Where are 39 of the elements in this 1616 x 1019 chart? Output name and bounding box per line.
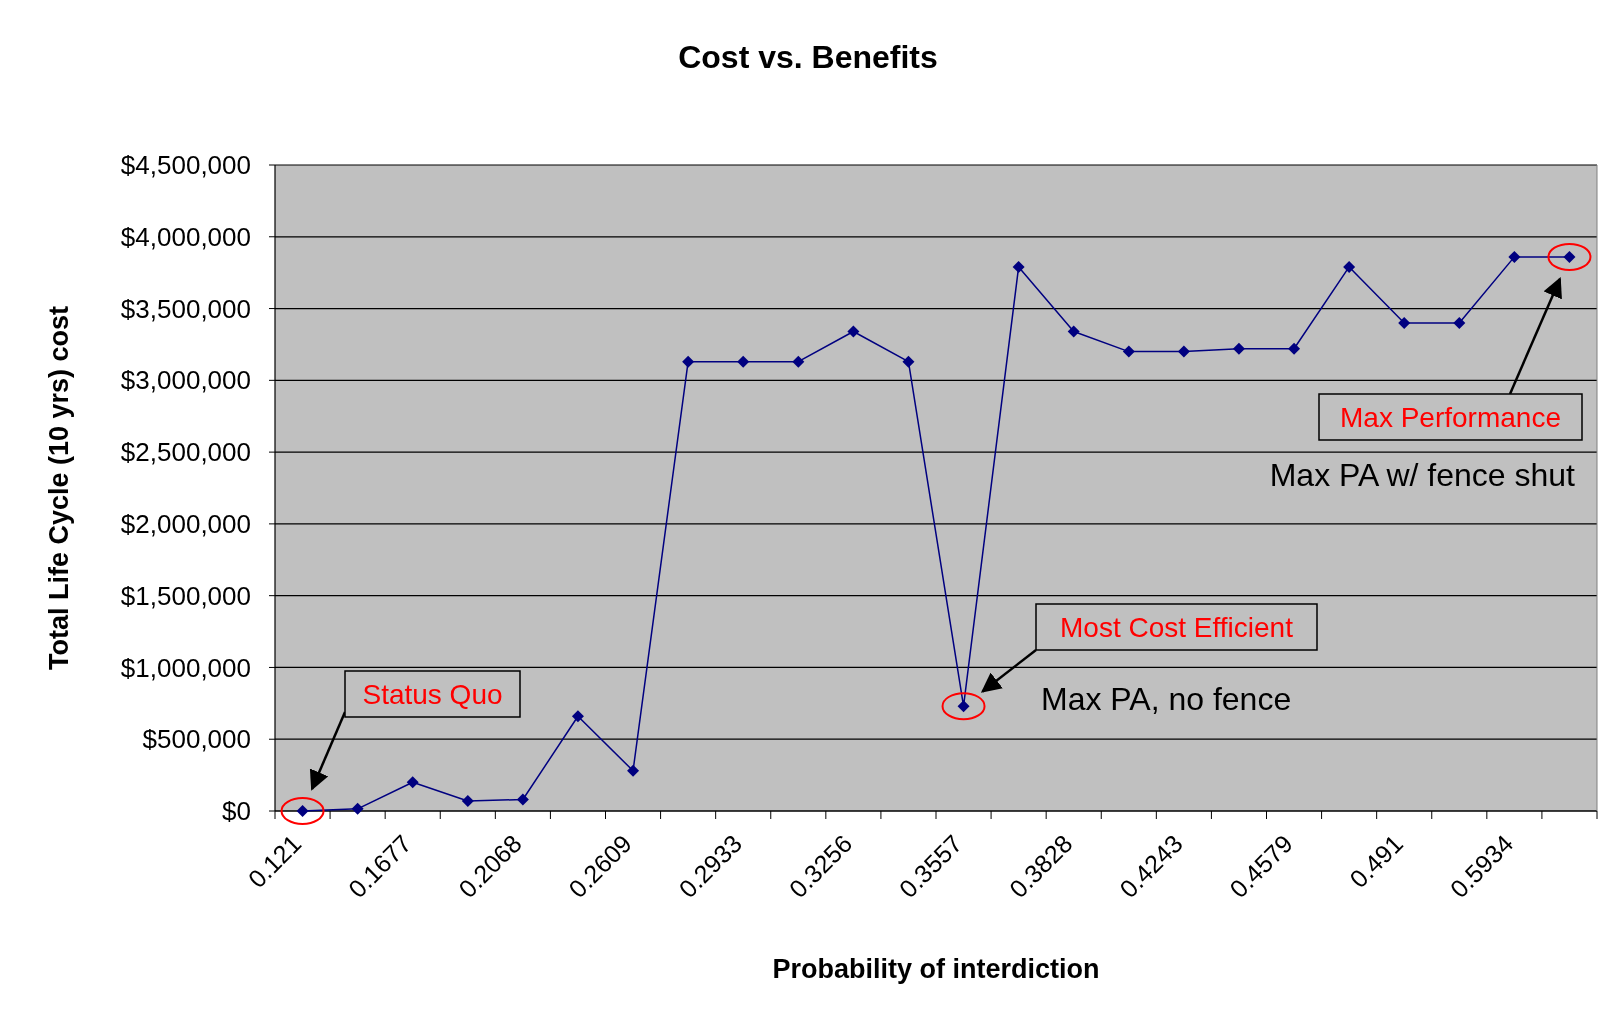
y-tick-label: $2,000,000 <box>120 508 251 539</box>
y-tick-label: $4,500,000 <box>120 150 251 181</box>
y-tick-label: $4,000,000 <box>120 221 251 252</box>
point <box>1288 342 1301 355</box>
point <box>461 794 474 807</box>
y-axis-title: Total Life Cycle (10 yrs) cost <box>44 305 74 671</box>
annotation: Max PA w/ fence shut <box>1269 457 1576 493</box>
point <box>516 793 529 806</box>
point <box>1508 250 1521 263</box>
annotation: Max PA, no fence <box>1041 681 1292 717</box>
point <box>847 325 860 338</box>
y-tick-label: $0 <box>222 796 251 827</box>
annotation: Status Quo <box>362 678 503 710</box>
point <box>902 355 915 368</box>
point <box>1012 260 1025 273</box>
point <box>1343 260 1356 273</box>
point <box>1067 325 1080 338</box>
point <box>1122 345 1135 358</box>
point <box>737 355 750 368</box>
point <box>351 802 364 815</box>
point <box>571 710 584 723</box>
point <box>682 355 695 368</box>
annotation: Max Performance <box>1340 401 1561 433</box>
annotation: Most Cost Efficient <box>1060 611 1294 643</box>
y-tick-label: $2,500,000 <box>120 437 251 468</box>
y-tick-label: $1,500,000 <box>120 580 251 611</box>
point <box>406 776 419 789</box>
point <box>792 355 805 368</box>
point <box>1453 316 1466 329</box>
point <box>1398 316 1411 329</box>
y-tick-label: $500,000 <box>142 724 251 755</box>
y-tick-label: $3,500,000 <box>120 293 251 324</box>
y-tick-label: $1,000,000 <box>120 652 251 683</box>
chart-title: Cost vs. Benefits <box>678 39 938 75</box>
x-axis-title: Probability of interdiction <box>772 954 1100 984</box>
point <box>627 764 640 777</box>
point <box>1177 345 1190 358</box>
y-tick-label: $3,000,000 <box>120 365 251 396</box>
point <box>1232 342 1245 355</box>
